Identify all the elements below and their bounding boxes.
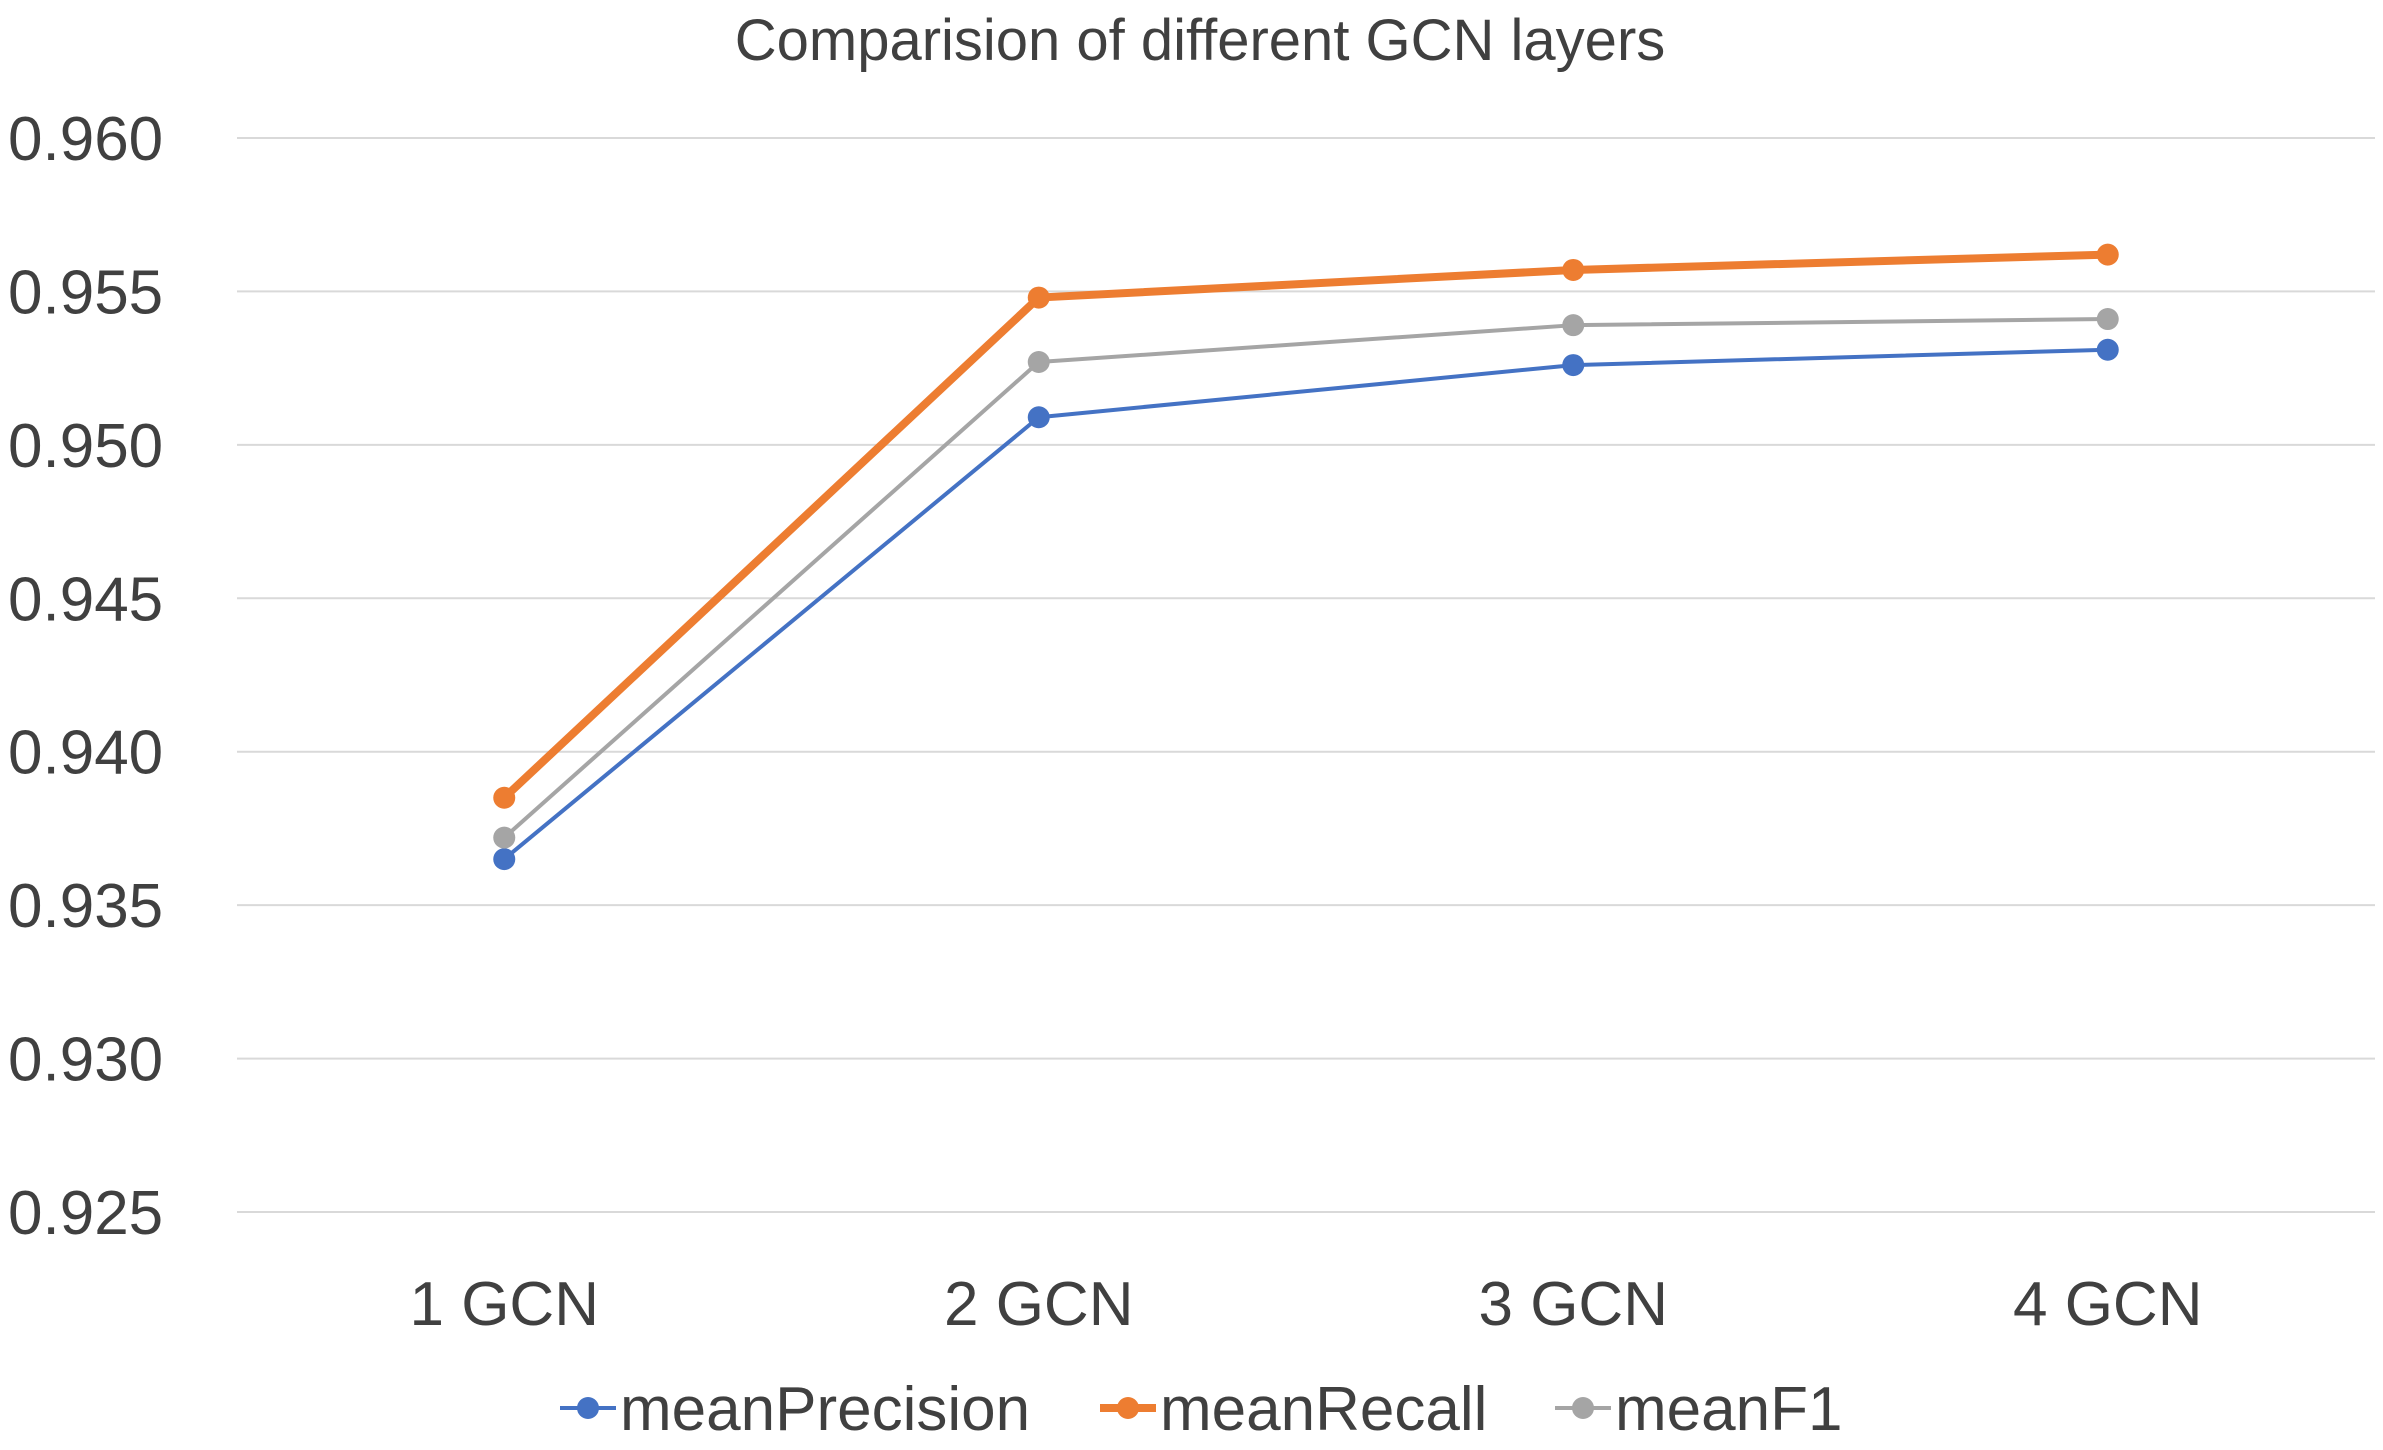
series-meanPrecision	[493, 338, 2119, 871]
y-tick-label: 0.940	[8, 719, 163, 788]
data-point	[2096, 338, 2119, 361]
legend-marker	[1117, 1397, 1139, 1419]
gridlines	[237, 137, 2375, 1213]
legend-item: meanRecall	[1100, 1375, 1487, 1444]
x-tick-label: 1 GCN	[410, 1270, 599, 1339]
series-line	[501, 250, 2108, 801]
chart-title: Comparision of different GCN layers	[735, 8, 1666, 73]
legend-item: meanF1	[1555, 1375, 1842, 1444]
y-tick-label: 0.925	[8, 1179, 163, 1248]
y-tick-label: 0.945	[8, 565, 163, 634]
data-point	[1562, 258, 1585, 281]
y-tick-label: 0.955	[8, 258, 163, 327]
y-tick-label: 0.950	[8, 412, 163, 481]
legend-label: meanF1	[1615, 1375, 1842, 1444]
data-point	[1562, 314, 1585, 337]
legend-marker	[577, 1397, 599, 1419]
x-tick-label: 3 GCN	[1479, 1270, 1668, 1339]
x-tick-label: 2 GCN	[944, 1270, 1133, 1339]
data-point	[1027, 406, 1050, 429]
legend-label: meanPrecision	[620, 1375, 1030, 1444]
x-tick-label: 4 GCN	[2013, 1270, 2202, 1339]
series-meanRecall	[493, 243, 2119, 809]
series-line	[502, 347, 2108, 861]
data-point	[1562, 354, 1585, 377]
y-tick-label: 0.930	[8, 1026, 163, 1095]
legend-item: meanPrecision	[560, 1375, 1030, 1444]
series-lines	[493, 243, 2119, 871]
y-tick-label: 0.935	[8, 872, 163, 941]
data-point	[2096, 243, 2119, 266]
x-axis-tick-labels: 1 GCN 2 GCN 3 GCN 4 GCN	[410, 1270, 2203, 1339]
data-point	[1027, 286, 1050, 309]
legend: meanPrecision meanRecall meanF1	[560, 1375, 1842, 1444]
data-point	[2096, 308, 2119, 331]
data-point	[493, 848, 516, 871]
data-point	[493, 826, 516, 849]
y-axis-tick-labels: 0.960 0.955 0.950 0.945 0.940 0.935 0.930 0.925	[8, 105, 163, 1248]
data-point	[1027, 351, 1050, 374]
legend-marker	[1572, 1397, 1594, 1419]
y-tick-label: 0.960	[8, 105, 163, 174]
series-line	[502, 317, 2108, 840]
data-point	[493, 786, 516, 809]
series-meanF1	[493, 308, 2119, 849]
legend-label: meanRecall	[1160, 1375, 1487, 1444]
